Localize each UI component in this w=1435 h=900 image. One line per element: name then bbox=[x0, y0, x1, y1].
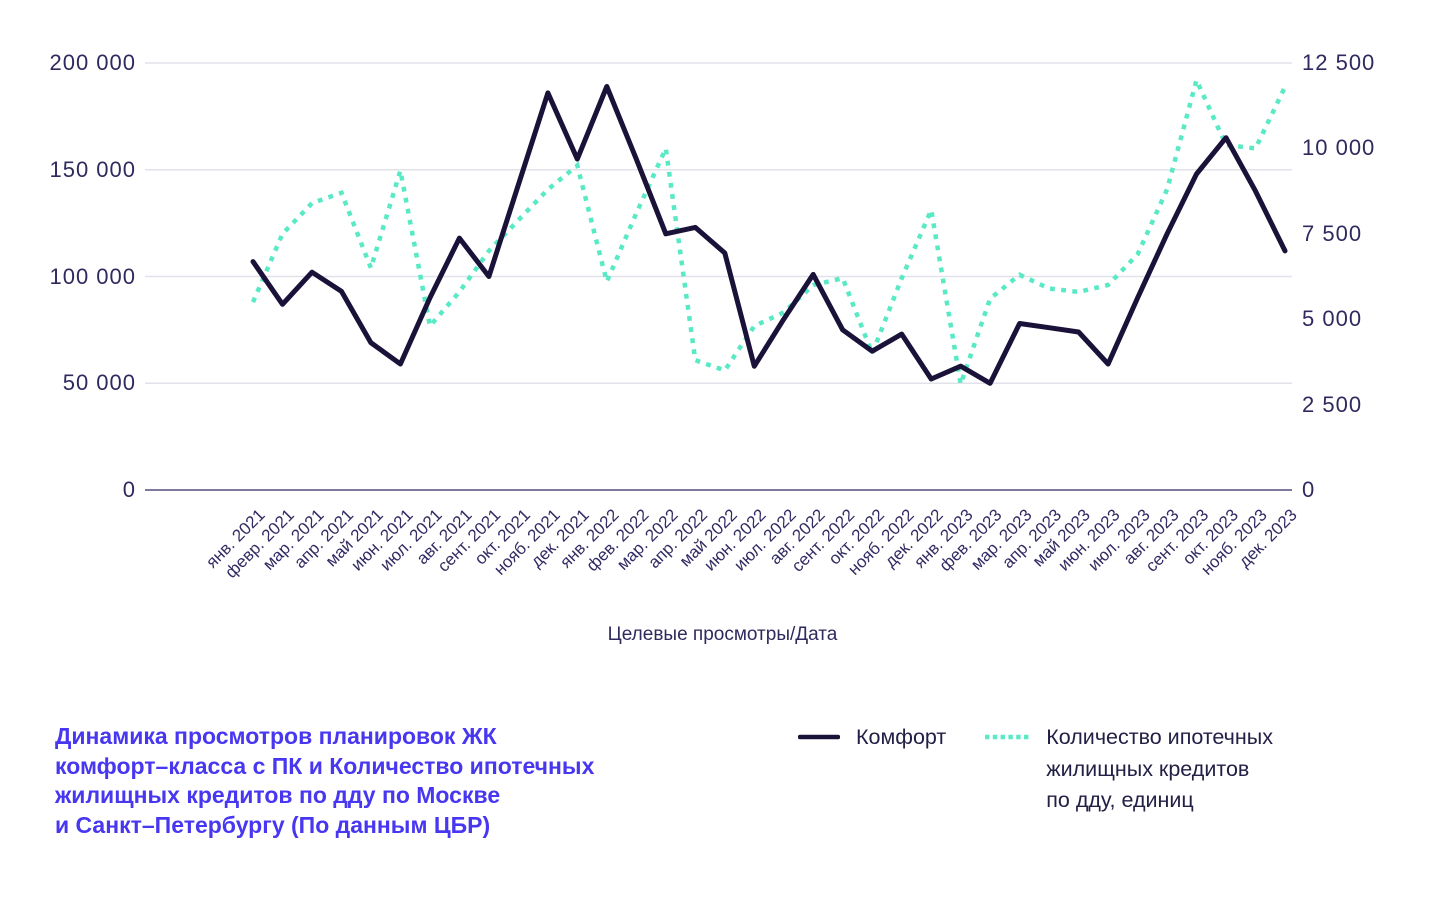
comfort-line bbox=[250, 84, 1288, 386]
legend-comfort-label: Комфорт bbox=[856, 725, 947, 749]
chart-title-line: Динамика просмотров планировок ЖК bbox=[55, 723, 497, 749]
legend: Комфорт Количество ипотечных жилищных кр… bbox=[798, 722, 1273, 817]
mortgage-line-swatch bbox=[985, 734, 1030, 740]
y-right-tick-label: 5 000 bbox=[1302, 306, 1363, 332]
chart-title: Динамика просмотров планировок ЖК комфор… bbox=[55, 722, 594, 840]
legend-mortgage-label: Количество ипотечных жилищных кредитов п… bbox=[1046, 722, 1273, 817]
y-right-tick-label: 7 500 bbox=[1302, 220, 1363, 246]
y-right-tick-label: 10 000 bbox=[1302, 135, 1376, 161]
y-right-tick-label: 0 bbox=[1302, 477, 1316, 502]
mortgage-line bbox=[250, 73, 1288, 385]
y-right-tick-label: 2 500 bbox=[1302, 391, 1363, 417]
y-left-tick-label: 50 000 bbox=[62, 370, 136, 396]
chart-title-line: жилищных кредитов по дду по Москве bbox=[55, 782, 501, 808]
x-axis-title: Целевые просмотры/Дата bbox=[607, 624, 838, 645]
y-left-tick-label: 150 000 bbox=[49, 156, 136, 182]
y-left-tick-label: 200 000 bbox=[49, 50, 136, 75]
y-right-tick-label: 12 500 bbox=[1302, 50, 1376, 75]
legend-mortgage-line: жилищных кредитов bbox=[1046, 756, 1250, 781]
gridlines bbox=[145, 62, 1292, 384]
y-left-tick-label: 0 bbox=[122, 477, 136, 502]
legend-mortgage-line: по дду, единиц bbox=[1046, 788, 1194, 812]
legend-mortgage-line: Количество ипотечных bbox=[1046, 725, 1273, 749]
comfort-line-swatch bbox=[798, 734, 840, 740]
chart-title-line: и Санкт–Петербургу (По данным ЦБР) bbox=[55, 811, 491, 838]
chart-title-line: комфорт–класса с ПК и Количество ипотечн… bbox=[55, 752, 595, 779]
y-left-tick-label: 100 000 bbox=[49, 263, 136, 289]
